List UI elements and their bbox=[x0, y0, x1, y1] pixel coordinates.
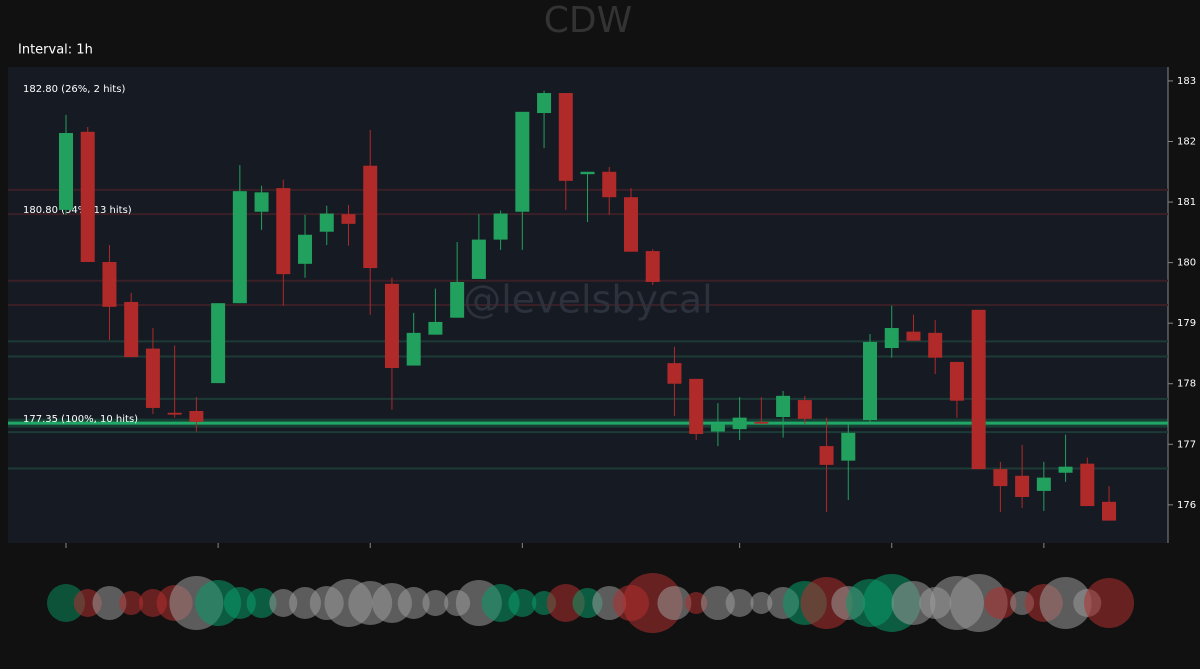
candle-body bbox=[406, 332, 421, 366]
candle-body bbox=[298, 234, 313, 264]
volume-bubble bbox=[1084, 578, 1135, 628]
volume-bubble bbox=[949, 574, 1008, 632]
candle-body bbox=[1015, 475, 1030, 497]
candle-body bbox=[80, 131, 95, 263]
y-tick-label: 178 bbox=[1177, 379, 1196, 390]
candle-body bbox=[993, 469, 1008, 487]
volume-bubble bbox=[119, 591, 144, 615]
candle-body bbox=[428, 321, 443, 335]
y-tick-label: 182 bbox=[1177, 136, 1196, 147]
y-tick-label: 176 bbox=[1177, 500, 1196, 511]
candle-body bbox=[732, 417, 747, 430]
candle-body bbox=[1036, 477, 1051, 491]
candle-body bbox=[145, 348, 160, 408]
candle-body bbox=[580, 171, 595, 175]
candle-body bbox=[906, 331, 921, 341]
candle-body bbox=[863, 341, 878, 421]
watermark: @levelsbycal bbox=[463, 278, 713, 322]
level-label: 182.80 (26%, 2 hits) bbox=[23, 84, 125, 95]
candle-body bbox=[667, 363, 682, 384]
volume-bubble bbox=[397, 587, 430, 619]
candle-body bbox=[754, 421, 769, 424]
volume-bubble bbox=[685, 592, 708, 614]
candle-body bbox=[537, 93, 552, 114]
candle-body bbox=[211, 303, 226, 384]
candle-body bbox=[776, 395, 791, 418]
y-tick-label: 179 bbox=[1177, 318, 1196, 329]
candle-body bbox=[1102, 501, 1117, 521]
y-tick-label: 183 bbox=[1177, 76, 1196, 87]
candle-body bbox=[124, 301, 139, 358]
chart-title: CDW bbox=[544, 0, 632, 41]
volume-bubble bbox=[725, 589, 754, 617]
candle-body bbox=[515, 111, 530, 212]
candle-body bbox=[1080, 463, 1095, 507]
y-tick-label: 180 bbox=[1177, 258, 1196, 269]
candle-body bbox=[558, 93, 573, 181]
volume-bubble bbox=[47, 584, 85, 622]
candle-body bbox=[319, 213, 334, 232]
candle-body bbox=[254, 192, 269, 212]
candle-body bbox=[602, 171, 617, 198]
level-label: 177.35 (100%, 10 hits) bbox=[23, 414, 138, 425]
volume-bubble bbox=[984, 587, 1017, 619]
candle-body bbox=[884, 328, 899, 348]
volume-bubble bbox=[546, 584, 585, 622]
volume-bubble bbox=[508, 589, 537, 617]
candle-body bbox=[189, 410, 204, 422]
volume-bubble bbox=[223, 587, 256, 619]
candle-body bbox=[276, 188, 291, 275]
candle-body bbox=[971, 309, 986, 470]
candle-body bbox=[102, 262, 117, 307]
candle-body bbox=[1058, 466, 1073, 473]
volume-bubble bbox=[422, 590, 449, 616]
level-label: 180.80 (54%, 13 hits) bbox=[23, 205, 132, 216]
candle-body bbox=[797, 400, 812, 419]
candle-body bbox=[645, 251, 660, 282]
candle-body bbox=[689, 378, 704, 434]
candle-body bbox=[623, 197, 638, 252]
interval-label: Interval: 1h bbox=[18, 43, 93, 58]
candle-body bbox=[384, 283, 399, 368]
volume-bubble bbox=[1039, 577, 1092, 629]
candle-body bbox=[341, 214, 356, 224]
candle-body bbox=[949, 361, 964, 401]
volume-bubble bbox=[750, 592, 773, 614]
volume-bubble bbox=[92, 586, 127, 620]
candle-body bbox=[819, 446, 834, 465]
candle-body bbox=[450, 281, 465, 318]
y-tick-label: 177 bbox=[1177, 439, 1196, 450]
candle-body bbox=[232, 191, 247, 304]
candle-body bbox=[928, 332, 943, 358]
candle-body bbox=[841, 432, 856, 461]
candle-body bbox=[59, 133, 73, 210]
volume-bubble bbox=[700, 586, 735, 620]
candle-body bbox=[363, 165, 378, 269]
volume-bubble bbox=[269, 589, 298, 617]
candle-body bbox=[167, 412, 182, 415]
y-tick-label: 181 bbox=[1177, 197, 1196, 208]
candle-body bbox=[710, 423, 725, 432]
volume-bubble bbox=[246, 588, 277, 618]
candle-body bbox=[493, 213, 508, 240]
candle-body bbox=[471, 239, 486, 279]
volume-bubble bbox=[657, 586, 692, 620]
volume-bubble bbox=[481, 584, 520, 622]
